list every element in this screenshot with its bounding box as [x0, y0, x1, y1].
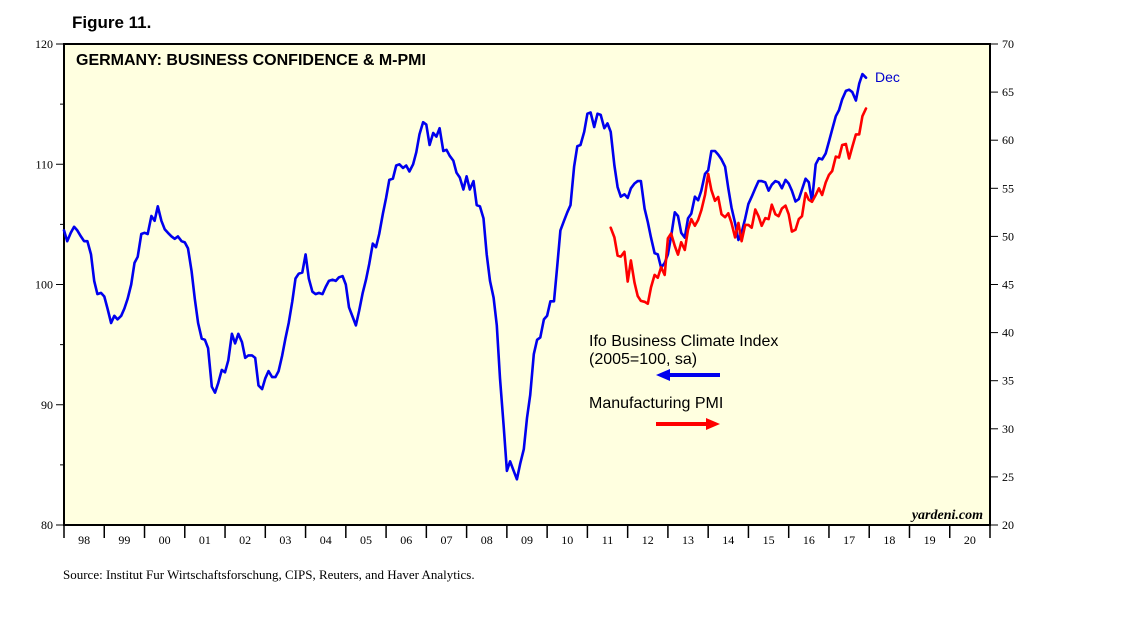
left-y-axis: 80 90 100 110 120 [35, 37, 64, 532]
x-tick-label: 02 [239, 533, 251, 547]
legend-ifo-label: Ifo Business Climate Index [589, 333, 778, 350]
right-tick-label: 55 [1002, 181, 1014, 195]
x-tick-label: 08 [481, 533, 493, 547]
x-tick-label: 16 [803, 533, 815, 547]
right-tick-label: 40 [1002, 326, 1014, 340]
left-tick-label: 100 [35, 278, 53, 292]
right-tick-label: 25 [1002, 470, 1014, 484]
right-tick-label: 35 [1002, 374, 1014, 388]
ifo-series-line [62, 72, 868, 481]
end-label: Dec [875, 69, 900, 85]
x-tick-label: 12 [642, 533, 654, 547]
right-tick-label: 20 [1002, 518, 1014, 532]
x-tick-label: 98 [78, 533, 90, 547]
series-group [62, 72, 868, 481]
legend-pmi-arrow-icon [656, 418, 720, 430]
x-tick-label: 10 [561, 533, 573, 547]
x-axis: 98 99 00 01 02 03 04 05 06 07 08 09 10 11 12 13 14 15 16 17… [63, 525, 991, 547]
figure-label: Figure 11. [72, 13, 152, 32]
left-tick-label: 90 [41, 398, 53, 412]
x-tick-label: 09 [521, 533, 533, 547]
legend-pmi-label: Manufacturing PMI [589, 395, 723, 412]
x-tick-label: 11 [602, 533, 614, 547]
right-tick-label: 45 [1002, 278, 1014, 292]
right-tick-label: 30 [1002, 422, 1014, 436]
x-tick-label: 01 [199, 533, 211, 547]
source-note: Source: Institut Fur Wirtschaftsforschun… [63, 567, 475, 582]
right-tick-label: 70 [1002, 37, 1014, 51]
x-tick-label: 04 [320, 533, 332, 547]
yardeni-credit: yardeni.com [910, 508, 983, 523]
x-tick-label: 06 [400, 533, 412, 547]
x-tick-label: 14 [722, 533, 734, 547]
x-tick-label: 17 [843, 533, 855, 547]
right-tick-label: 60 [1002, 133, 1014, 147]
chart-title: GERMANY: BUSINESS CONFIDENCE & M-PMI [76, 52, 426, 69]
left-tick-label: 80 [41, 518, 53, 532]
right-tick-label: 50 [1002, 229, 1014, 243]
x-tick-label: 19 [924, 533, 936, 547]
left-tick-label: 110 [35, 157, 53, 171]
x-tick-label: 03 [279, 533, 291, 547]
x-tick-label: 18 [883, 533, 895, 547]
pmi-series-line [609, 107, 868, 306]
x-tick-label: 05 [360, 533, 372, 547]
legend-ifo-arrow-icon [656, 369, 720, 381]
plot-area [63, 43, 991, 526]
right-y-axis: 20 25 30 35 40 45 50 55 60 65 70 [990, 37, 1014, 532]
left-tick-label: 120 [35, 37, 53, 51]
x-tick-label: 13 [682, 533, 694, 547]
x-tick-label: 15 [763, 533, 775, 547]
x-tick-label: 00 [159, 533, 171, 547]
x-tick-label: 07 [440, 533, 452, 547]
legend-ifo-sublabel: (2005=100, sa) [589, 351, 697, 368]
x-tick-label: 99 [118, 533, 130, 547]
right-tick-label: 65 [1002, 85, 1014, 99]
x-tick-label: 20 [964, 533, 976, 547]
